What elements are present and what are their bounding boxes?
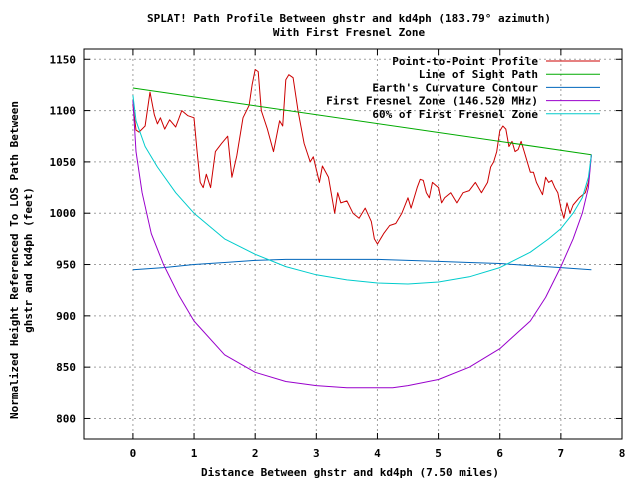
x-tick-label: 4 xyxy=(374,447,381,460)
y-tick-label: 850 xyxy=(56,361,76,374)
legend-entry-label: Earth's Curvature Contour xyxy=(372,81,538,94)
x-tick-label: 6 xyxy=(496,447,503,460)
x-axis-label: Distance Between ghstr and kd4ph (7.50 m… xyxy=(201,466,499,479)
chart-subtitle: With First Fresnel Zone xyxy=(273,26,426,39)
chart-title: SPLAT! Path Profile Between ghstr and kd… xyxy=(147,12,551,25)
y-tick-label: 950 xyxy=(56,259,76,272)
tick-layer: 0 1 2 3 4 5 6 7 8 800 850 900 950 1000 1050 1100 1150 xyxy=(50,49,626,460)
series-layer xyxy=(132,69,592,389)
legend-entry-label: 60% of First Fresnel Zone xyxy=(372,108,538,121)
y-axis-label-line2: ghstr and kd4ph (feet) xyxy=(22,187,35,333)
series-line-2 xyxy=(132,258,592,271)
x-tick-label: 2 xyxy=(252,447,259,460)
y-tick-label: 900 xyxy=(56,310,76,323)
y-tick-label: 1000 xyxy=(50,207,77,220)
plot-frame xyxy=(83,48,623,440)
x-tick-label: 0 xyxy=(130,447,137,460)
x-tick-label: 3 xyxy=(313,447,320,460)
series-line-0 xyxy=(132,69,592,245)
series-line-1 xyxy=(132,87,592,156)
x-tick-label: 7 xyxy=(558,447,565,460)
x-tick-label: 1 xyxy=(191,447,198,460)
series-line-4 xyxy=(132,95,592,285)
y-tick-label: 1050 xyxy=(50,156,77,169)
legend-entry-label: Line of Sight Path xyxy=(419,68,538,81)
legend-entry-label: First Fresnel Zone (146.520 MHz) xyxy=(326,95,538,108)
y-axis-label-line1: Normalized Height Referenced To LOS Path… xyxy=(8,101,21,419)
y-tick-label: 800 xyxy=(56,412,76,425)
x-tick-label: 5 xyxy=(435,447,442,460)
y-tick-label: 1100 xyxy=(50,105,77,118)
y-tick-label: 1150 xyxy=(50,53,77,66)
legend-entry-label: Point-to-Point Profile xyxy=(392,55,538,68)
x-tick-label: 8 xyxy=(619,447,626,460)
series-line-3 xyxy=(132,100,592,389)
